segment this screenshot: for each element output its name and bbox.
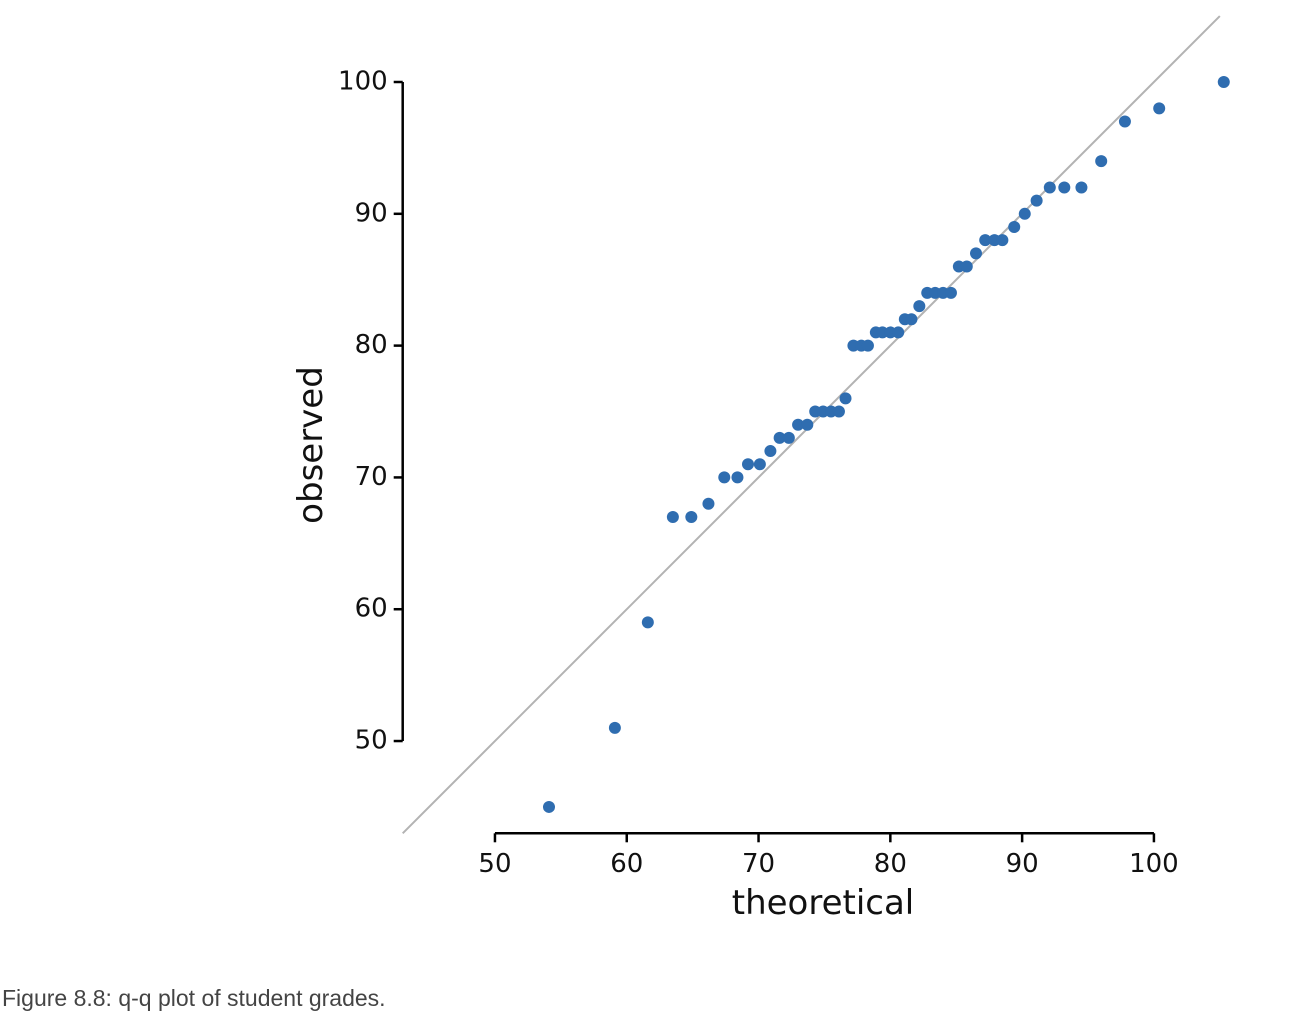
point <box>608 721 621 734</box>
y-tick-label: 100 <box>338 67 388 97</box>
point <box>1018 207 1031 220</box>
x-tick-label: 90 <box>1006 849 1039 879</box>
point <box>1008 220 1021 233</box>
point <box>1118 115 1131 128</box>
point <box>741 458 754 471</box>
point <box>542 800 555 813</box>
y-tick-label: 90 <box>355 198 388 228</box>
x-tick-label: 50 <box>478 849 511 879</box>
x-tick-label: 60 <box>610 849 643 879</box>
point <box>1217 76 1230 89</box>
point <box>666 510 679 523</box>
y-tick-label: 60 <box>355 594 388 624</box>
point <box>970 247 983 260</box>
point <box>1153 102 1166 115</box>
point <box>782 431 795 444</box>
point <box>764 445 777 458</box>
point <box>960 260 973 273</box>
y-tick-label: 80 <box>355 330 388 360</box>
point <box>1058 181 1071 194</box>
point <box>1075 181 1088 194</box>
point <box>944 286 957 299</box>
caption: Figure 8.8: q-q plot of student grades. <box>2 985 386 1011</box>
point <box>861 339 874 352</box>
point <box>979 234 992 247</box>
point <box>905 313 918 326</box>
point <box>832 405 845 418</box>
point <box>892 326 905 339</box>
point <box>1043 181 1056 194</box>
point <box>801 418 814 431</box>
point <box>1030 194 1043 207</box>
x-tick-label: 80 <box>874 849 907 879</box>
point <box>753 458 766 471</box>
point <box>685 510 698 523</box>
y-tick-label: 50 <box>355 726 388 756</box>
x-tick-label: 70 <box>742 849 775 879</box>
point <box>913 300 926 313</box>
point <box>773 431 786 444</box>
point <box>839 392 852 405</box>
point <box>996 234 1009 247</box>
x-tick-label: 100 <box>1129 849 1179 879</box>
point <box>1095 155 1108 168</box>
x-axis-title: theoretical <box>732 883 915 923</box>
point <box>731 471 744 484</box>
point <box>641 616 654 629</box>
point <box>702 497 715 510</box>
y-tick-label: 70 <box>355 462 388 492</box>
point <box>718 471 731 484</box>
y-axis-title: observed <box>291 366 331 524</box>
point <box>792 418 805 431</box>
